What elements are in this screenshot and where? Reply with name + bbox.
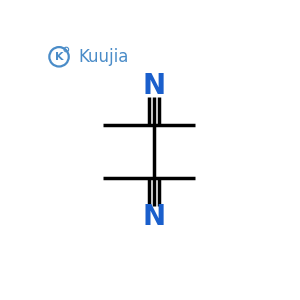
Text: N: N	[142, 203, 165, 231]
Text: K: K	[55, 52, 63, 62]
Text: Kuujia: Kuujia	[79, 48, 129, 66]
Text: N: N	[142, 72, 165, 100]
